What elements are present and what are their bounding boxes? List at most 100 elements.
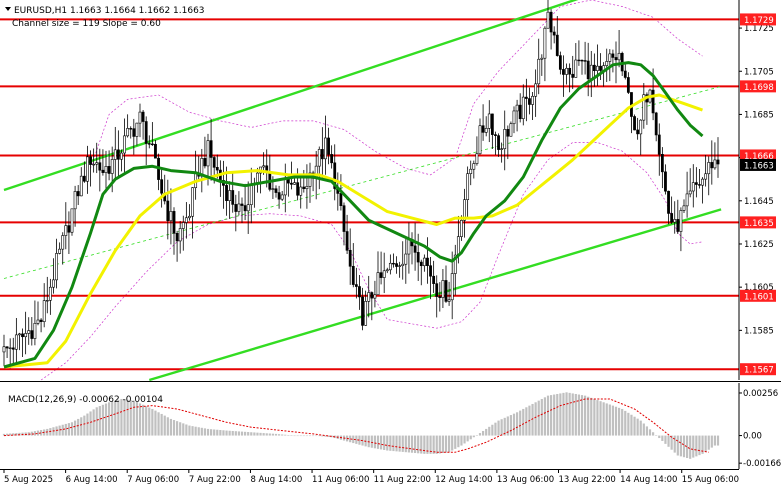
macd-bar	[661, 435, 664, 441]
candle-body	[571, 73, 575, 78]
candle-body	[92, 163, 96, 166]
macd-bar	[398, 435, 401, 452]
candle-body	[701, 178, 704, 186]
candle-body	[447, 299, 451, 302]
macd-bar	[466, 435, 469, 442]
macd-bar	[494, 422, 497, 436]
time-tick-label: 15 Aug 06:00	[682, 475, 739, 485]
macd-bar	[432, 435, 435, 454]
candle-body	[543, 27, 547, 59]
candle-body	[413, 245, 417, 253]
candle-body	[305, 186, 309, 190]
candle-body	[293, 182, 296, 185]
channel-lower-line	[148, 208, 722, 382]
candle-body	[577, 59, 581, 62]
macd-bar	[667, 435, 670, 447]
candle-body	[422, 257, 426, 267]
macd-bar	[358, 435, 361, 445]
candle-body	[416, 252, 420, 263]
candle-body	[379, 272, 383, 278]
macd-panel	[2, 392, 720, 459]
candle-body	[586, 60, 590, 80]
macd-bar	[531, 403, 534, 436]
macd-bar	[447, 435, 451, 453]
macd-bar	[420, 435, 423, 454]
candle-body	[552, 31, 556, 36]
macd-bar	[658, 435, 661, 439]
macd-bar	[194, 426, 197, 436]
candle-body	[392, 262, 395, 265]
collapse-triangle-icon[interactable]	[5, 7, 11, 11]
candle-body	[58, 248, 62, 254]
macd-bar	[379, 435, 383, 450]
macd-bar	[265, 433, 268, 436]
candle-body	[642, 94, 646, 121]
candle-body	[429, 265, 432, 277]
candle-body	[212, 157, 216, 168]
macd-bar	[673, 435, 676, 453]
macd-bar	[627, 412, 630, 436]
candle-body	[154, 143, 157, 159]
macd-bar	[642, 423, 645, 436]
macd-bar	[101, 404, 105, 436]
macd-bar	[574, 393, 577, 436]
candle-body	[364, 301, 368, 326]
macd-bar	[352, 435, 355, 444]
macd-bar	[73, 420, 77, 436]
macd-bar	[525, 407, 528, 436]
candle-body	[274, 188, 278, 193]
macd-bar	[209, 429, 213, 436]
candle-body	[79, 175, 83, 197]
macd-bar	[5, 433, 9, 436]
candle-body	[333, 162, 337, 189]
candle-body	[39, 319, 43, 322]
candle-body	[181, 222, 185, 229]
macd-bar	[36, 430, 40, 436]
candle-body	[123, 135, 126, 154]
candle-body	[626, 77, 630, 93]
macd-bar	[639, 420, 642, 436]
macd-bar	[562, 392, 565, 436]
candle-body	[354, 284, 358, 287]
macd-bar	[216, 429, 219, 436]
macd-bar	[64, 423, 67, 436]
macd-bar	[373, 435, 377, 449]
candle-body	[373, 294, 377, 299]
macd-bar	[299, 435, 302, 437]
level-badge-1.1729	[740, 13, 776, 26]
macd-bar	[203, 428, 207, 436]
candle-body	[175, 233, 179, 242]
time-tick-label: 13 Aug 06:00	[497, 475, 554, 485]
candle-body	[404, 253, 408, 265]
macd-bar	[404, 435, 407, 453]
macd-bar	[395, 435, 398, 452]
macd-signal	[3, 398, 709, 453]
candle-body	[685, 193, 689, 207]
macd-bar	[197, 427, 200, 436]
macd-bar	[540, 398, 543, 436]
macd-bar	[546, 395, 550, 436]
macd-bar	[182, 423, 185, 436]
ma-slow-line	[3, 93, 703, 369]
level-badge-label: 1.1567	[744, 366, 774, 376]
candle-body	[67, 225, 71, 233]
candle-body	[339, 193, 343, 206]
time-tick-label: 7 Aug 06:00	[127, 475, 179, 485]
macd-bar	[219, 430, 222, 436]
candle-body	[113, 149, 117, 160]
candle-body	[580, 59, 584, 62]
candle-body	[639, 119, 643, 135]
macd-bar	[549, 395, 553, 436]
candle-body	[565, 67, 568, 75]
macd-bar	[460, 435, 463, 446]
candle-body	[463, 199, 466, 221]
candle-body	[633, 116, 636, 131]
macd-bar	[222, 430, 225, 436]
candle-body	[283, 178, 287, 196]
macd-bar	[488, 426, 491, 436]
macd-bar	[231, 430, 234, 436]
candle-body	[490, 113, 494, 135]
macd-bar	[107, 402, 111, 436]
macd-bar	[117, 399, 120, 436]
time-tick-label: 11 Aug 06:00	[312, 475, 369, 485]
